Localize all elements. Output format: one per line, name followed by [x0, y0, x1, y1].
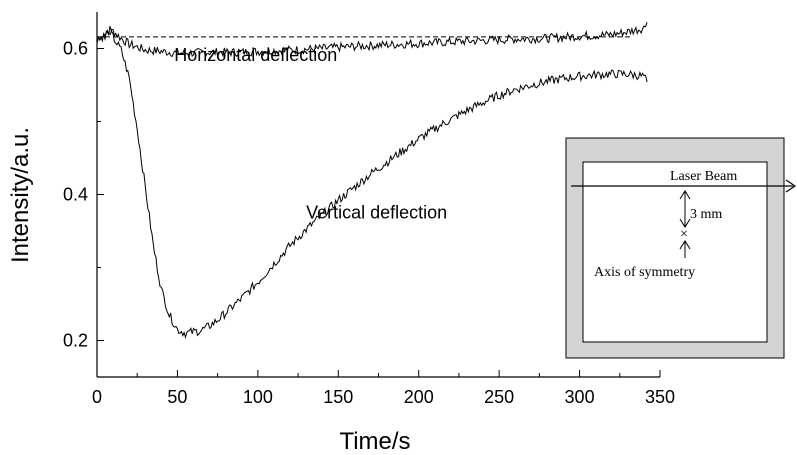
inset-axis-label: Axis of symmetry — [594, 265, 695, 280]
series-line-0 — [96, 22, 648, 59]
y-axis-title: Intensity/a.u. — [7, 127, 34, 263]
axes: 0 50 100 150 200 250 300 350 0.2 0.4 0.6 — [63, 12, 675, 407]
distance-arrow-down — [679, 218, 691, 228]
annotations-layer: Horizontal deflection Vertical deflection — [174, 45, 447, 223]
x-tick-label: 300 — [565, 387, 595, 407]
y-tick-label: 0.4 — [63, 185, 88, 205]
series-annotation: Horizontal deflection — [174, 45, 337, 65]
series-annotation: Vertical deflection — [306, 203, 447, 223]
axis-point-marker: × — [680, 227, 688, 242]
x-tick-label: 200 — [404, 387, 434, 407]
series-line-1 — [96, 26, 648, 340]
inset-inner-box — [582, 161, 768, 343]
x-tick-label: 50 — [167, 387, 187, 407]
x-tick-label: 150 — [323, 387, 353, 407]
distance-arrow-up — [679, 190, 691, 200]
axis-arrow-up — [679, 240, 691, 250]
x-axis-title: Time/s — [339, 428, 410, 455]
series-layer — [96, 22, 648, 340]
x-tick-label: 250 — [484, 387, 514, 407]
inset-beam-label: Laser Beam — [670, 169, 737, 184]
y-tick-label: 0.6 — [63, 39, 88, 59]
inset-schematic: Laser Beam 3 mm × Axis of symmetry — [565, 137, 797, 359]
x-tick-label: 350 — [645, 387, 675, 407]
y-tick-label: 0.2 — [63, 331, 88, 351]
laser-beam-arrowhead — [785, 179, 797, 193]
x-tick-label: 0 — [92, 387, 102, 407]
x-tick-label: 100 — [243, 387, 273, 407]
inset-distance-label: 3 mm — [690, 207, 722, 222]
